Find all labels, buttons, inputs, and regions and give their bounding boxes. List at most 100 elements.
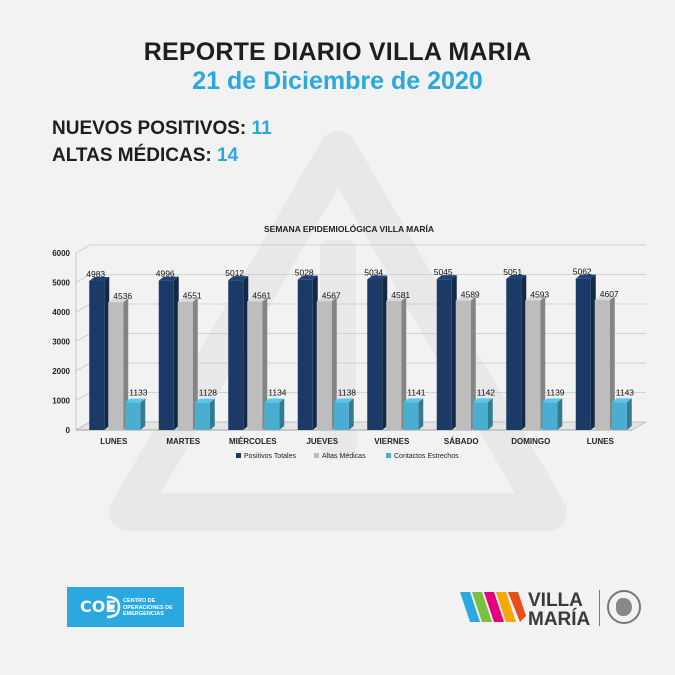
x-tick-label: VIERNES [374, 437, 410, 446]
bar-top [177, 297, 198, 302]
bar-side [418, 398, 424, 430]
bar [194, 402, 210, 430]
y-tick-label: 5000 [52, 279, 70, 288]
data-label: 1128 [199, 388, 218, 398]
bar [158, 280, 174, 430]
data-label: 4551 [183, 291, 202, 301]
data-label: 1141 [407, 387, 426, 397]
report-date: 21 de Diciembre de 2020 [192, 67, 483, 95]
bar-top [158, 276, 179, 281]
bar [594, 300, 610, 430]
x-tick-label: MARTES [166, 437, 200, 446]
bar-top [525, 296, 546, 301]
bar-side [123, 298, 129, 430]
bar-side [312, 275, 318, 430]
bar-top [436, 275, 457, 280]
data-label: 1138 [338, 387, 357, 397]
bar [525, 300, 541, 430]
data-label: 5034 [364, 267, 383, 277]
stat-value: 14 [217, 145, 239, 166]
bar [506, 278, 522, 430]
bar-side [104, 277, 110, 430]
y-tick-label: 6000 [52, 249, 70, 258]
legend-label: Contactos Estrechos [394, 453, 459, 460]
bar-side [262, 297, 268, 430]
bar-top [455, 296, 476, 301]
data-label: 1139 [546, 387, 565, 397]
bar-side [401, 296, 407, 430]
logo-divider [599, 590, 600, 626]
bar-side [451, 275, 457, 430]
bar-top [125, 398, 146, 403]
data-label: 4567 [322, 290, 341, 300]
bar-top [89, 277, 110, 282]
bar-side [348, 398, 354, 430]
bar-top [611, 398, 632, 403]
bar-side [521, 274, 527, 430]
bar-side [209, 398, 215, 430]
data-label: 1143 [616, 387, 635, 397]
bar [386, 300, 402, 430]
data-label: 4983 [86, 269, 105, 279]
bar [228, 280, 244, 430]
bar [264, 402, 280, 430]
bar [177, 301, 193, 430]
bar-side [590, 274, 596, 430]
city-line2: MARÍA [528, 609, 591, 630]
medical-discharges-stat: ALTAS MÉDICAS: 14 [52, 145, 238, 167]
data-label: 4581 [391, 290, 410, 300]
bar [247, 301, 263, 430]
bar-top [247, 297, 268, 302]
bar-top [367, 275, 388, 280]
bar [108, 302, 124, 430]
bar-side [331, 297, 337, 430]
data-label: 5012 [225, 268, 244, 278]
bar-side [140, 398, 146, 430]
data-label: 5062 [573, 267, 592, 277]
bar [455, 300, 471, 430]
bar-top [575, 274, 596, 279]
bar [316, 301, 332, 430]
bar-top [108, 298, 129, 303]
coe-name: CENTRO DE OPERACIONES DE EMERGENCIAS [123, 598, 173, 617]
y-tick-label: 3000 [52, 338, 70, 347]
bar [472, 402, 488, 430]
city-seal-icon [607, 590, 641, 624]
bar [125, 402, 141, 430]
data-label: 5028 [295, 268, 314, 278]
bar-top [333, 398, 354, 403]
bar-top [542, 398, 563, 403]
legend-label: Altas Médicas [322, 453, 366, 460]
stat-label: ALTAS MÉDICAS: [52, 145, 212, 166]
data-label: 1133 [129, 388, 148, 398]
coe-abbr: COE [80, 597, 117, 616]
bar [403, 402, 419, 430]
page-title: REPORTE DIARIO VILLA MARIA [143, 38, 532, 66]
bar-side [192, 297, 198, 430]
bar-side [540, 296, 546, 430]
bar-side [243, 276, 249, 430]
legend-swatch [314, 453, 319, 458]
bar-side [487, 398, 493, 430]
legend-label: Positivos Totales [244, 453, 297, 460]
data-label: 4593 [530, 290, 549, 300]
data-label: 1142 [477, 387, 496, 397]
data-label: 4996 [156, 269, 175, 279]
data-label: 5045 [434, 267, 453, 277]
city-name: VILLA MARÍA [528, 591, 590, 629]
bar-top [316, 297, 337, 302]
x-tick-label: JUEVES [306, 437, 338, 446]
bar [575, 278, 591, 430]
bar-top [264, 398, 285, 403]
bar-top [403, 398, 424, 403]
bar [611, 402, 627, 430]
bar-side [382, 275, 388, 430]
bar-side [609, 296, 615, 430]
bar [89, 281, 105, 430]
bar-top [228, 276, 249, 281]
x-tick-label: DOMINGO [511, 437, 550, 446]
bar-side [626, 398, 632, 430]
legend-swatch [386, 453, 391, 458]
bar-side [173, 276, 179, 430]
